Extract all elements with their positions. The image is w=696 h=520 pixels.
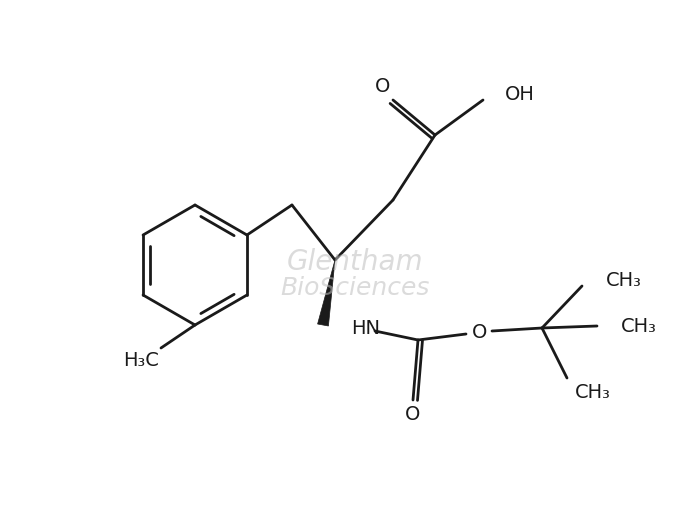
Text: BioSciences: BioSciences — [280, 276, 429, 300]
Text: OH: OH — [505, 85, 535, 103]
Polygon shape — [317, 260, 335, 326]
Text: CH₃: CH₃ — [621, 317, 657, 335]
Text: CH₃: CH₃ — [575, 383, 611, 401]
Text: HN: HN — [351, 319, 380, 339]
Text: O: O — [473, 322, 488, 342]
Text: CH₃: CH₃ — [606, 270, 642, 290]
Text: O: O — [405, 405, 420, 423]
Text: O: O — [375, 76, 390, 96]
Text: Glentham: Glentham — [287, 248, 423, 276]
Text: H₃C: H₃C — [123, 350, 159, 370]
